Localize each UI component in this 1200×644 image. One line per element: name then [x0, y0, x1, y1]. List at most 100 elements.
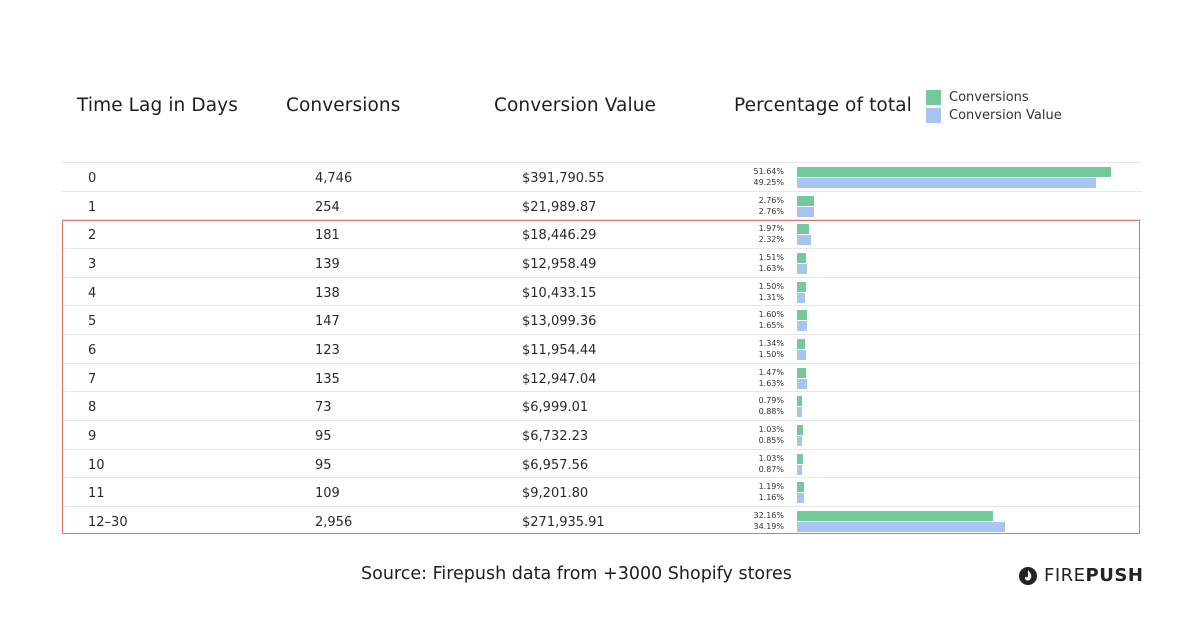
table-row: 9 95 $6,732.23 1.03% 0.85%	[62, 419, 1142, 449]
cell-time-lag: 7	[88, 371, 97, 387]
table-row: 6 123 $11,954.44 1.34% 1.50%	[62, 333, 1142, 363]
cell-conversion-value: $10,433.15	[522, 285, 597, 301]
cell-conversions: 95	[315, 457, 332, 473]
cell-time-lag: 1	[88, 199, 97, 215]
cell-time-lag: 2	[88, 228, 97, 244]
cell-time-lag: 11	[88, 486, 105, 502]
bar-conversions	[797, 453, 804, 464]
bar-conversions	[797, 224, 809, 235]
table-row: 12–30 2,956 $271,935.91 32.16% 34.19%	[62, 505, 1142, 535]
bar-conversion-value	[797, 521, 1005, 532]
cell-conversion-value: $6,732.23	[522, 428, 589, 444]
source-caption: Source: Firepush data from +3000 Shopify…	[361, 564, 792, 584]
bar-conversion-value	[797, 435, 803, 446]
cell-conversion-value: $21,989.87	[522, 199, 597, 215]
cell-time-lag: 8	[88, 400, 97, 416]
data-table: 0 4,746 $391,790.55 51.64% 49.25% 1 254 $21,989…	[62, 162, 1142, 535]
cell-conversion-value: $12,947.04	[522, 371, 597, 387]
pct-label-conversions: 1.51%	[758, 252, 784, 262]
cell-conversion-value: $271,935.91	[522, 514, 605, 530]
pct-label-conversions: 1.60%	[758, 310, 784, 320]
pct-label-conversions: 1.03%	[758, 424, 784, 434]
pct-label-conversion-value: 0.85%	[758, 435, 784, 445]
bar-conversion-value	[797, 292, 805, 303]
pct-label-conversion-value: 2.32%	[758, 235, 784, 245]
pct-label-conversions: 32.16%	[753, 510, 784, 520]
bar-conversion-value	[797, 493, 805, 504]
legend-item-conversion-value: Conversion Value	[926, 106, 1062, 124]
cell-conversions: 254	[315, 199, 340, 215]
header-conversion-value: Conversion Value	[494, 95, 657, 116]
bar-conversions	[797, 510, 993, 521]
bar-conversion-value	[797, 206, 814, 217]
bar-conversion-value	[797, 464, 803, 475]
bar-conversions	[797, 281, 807, 292]
legend-swatch-conversions	[926, 89, 941, 105]
cell-conversion-value: $12,958.49	[522, 256, 597, 272]
pct-label-conversions: 0.79%	[758, 396, 784, 406]
table-row: 0 4,746 $391,790.55 51.64% 49.25%	[62, 162, 1142, 191]
pct-label-conversions: 2.76%	[758, 195, 784, 205]
pct-label-conversion-value: 1.16%	[758, 493, 784, 503]
bar-conversion-value	[797, 349, 807, 360]
cell-conversion-value: $18,446.29	[522, 228, 597, 244]
cell-time-lag: 4	[88, 285, 97, 301]
bar-conversion-value	[797, 407, 803, 418]
pct-label-conversion-value: 2.76%	[758, 206, 784, 216]
cell-conversion-value: $9,201.80	[522, 486, 589, 502]
cell-time-lag: 6	[88, 342, 97, 358]
bar-conversions	[797, 338, 806, 349]
pct-label-conversion-value: 1.63%	[758, 378, 784, 388]
cell-time-lag: 9	[88, 428, 97, 444]
table-row: 5 147 $13,099.36 1.60% 1.65%	[62, 305, 1142, 334]
table-row: 8 73 $6,999.01 0.79% 0.88%	[62, 391, 1142, 420]
cell-time-lag: 10	[88, 457, 105, 473]
table-row: 11 109 $9,201.80 1.19% 1.16%	[62, 477, 1142, 506]
cell-conversion-value: $13,099.36	[522, 314, 597, 330]
table-row: 3 139 $12,958.49 1.51% 1.63%	[62, 247, 1142, 277]
pct-label-conversions: 1.50%	[758, 281, 784, 291]
cell-conversions: 2,956	[315, 514, 353, 530]
pct-label-conversion-value: 1.65%	[758, 321, 784, 331]
header-conversions: Conversions	[286, 95, 401, 116]
pct-label-conversions: 1.34%	[758, 338, 784, 348]
table-row: 10 95 $6,957.56 1.03% 0.87%	[62, 448, 1142, 478]
pct-label-conversion-value: 34.19%	[753, 521, 784, 531]
bar-conversions	[797, 195, 814, 206]
bar-conversion-value	[797, 178, 1097, 188]
pct-label-conversions: 1.19%	[758, 482, 784, 492]
cell-conversions: 123	[315, 342, 340, 358]
table-row: 4 138 $10,433.15 1.50% 1.31%	[62, 276, 1142, 306]
table-row: 1 254 $21,989.87 2.76% 2.76%	[62, 190, 1142, 220]
table-row: 2 181 $18,446.29 1.97% 2.32%	[62, 219, 1142, 248]
bar-conversions	[797, 252, 807, 263]
cell-time-lag: 12–30	[88, 514, 128, 530]
cell-time-lag: 5	[88, 314, 97, 330]
pct-label-conversions: 51.64%	[753, 167, 784, 176]
pct-label-conversions: 1.97%	[758, 224, 784, 234]
bar-conversion-value	[797, 263, 807, 274]
pct-label-conversions: 1.47%	[758, 367, 784, 377]
pct-label-conversion-value: 1.63%	[758, 263, 784, 273]
header-time-lag: Time Lag in Days	[77, 95, 238, 116]
chart-legend: Conversions Conversion Value	[926, 88, 1062, 124]
brand-name-part1: FIRE	[1044, 565, 1086, 586]
pct-label-conversion-value: 1.31%	[758, 292, 784, 302]
brand-logo: FIRE PUSH	[1018, 565, 1143, 586]
pct-label-conversion-value: 0.87%	[758, 464, 784, 474]
cell-conversions: 181	[315, 228, 340, 244]
bar-conversions	[797, 367, 806, 378]
header-percentage: Percentage of total	[734, 95, 912, 116]
bar-conversions	[797, 310, 807, 321]
legend-label-conversions: Conversions	[949, 89, 1029, 105]
table-row: 7 135 $12,947.04 1.47% 1.63%	[62, 362, 1142, 392]
pct-label-conversions: 1.03%	[758, 453, 784, 463]
cell-conversions: 73	[315, 400, 332, 416]
cell-conversion-value: $391,790.55	[522, 171, 605, 186]
bar-conversion-value	[797, 235, 812, 246]
cell-conversion-value: $6,957.56	[522, 457, 589, 473]
bar-conversions	[797, 482, 805, 493]
bar-conversions	[797, 396, 802, 407]
cell-time-lag: 0	[88, 171, 97, 186]
pct-label-conversion-value: 49.25%	[753, 178, 784, 187]
